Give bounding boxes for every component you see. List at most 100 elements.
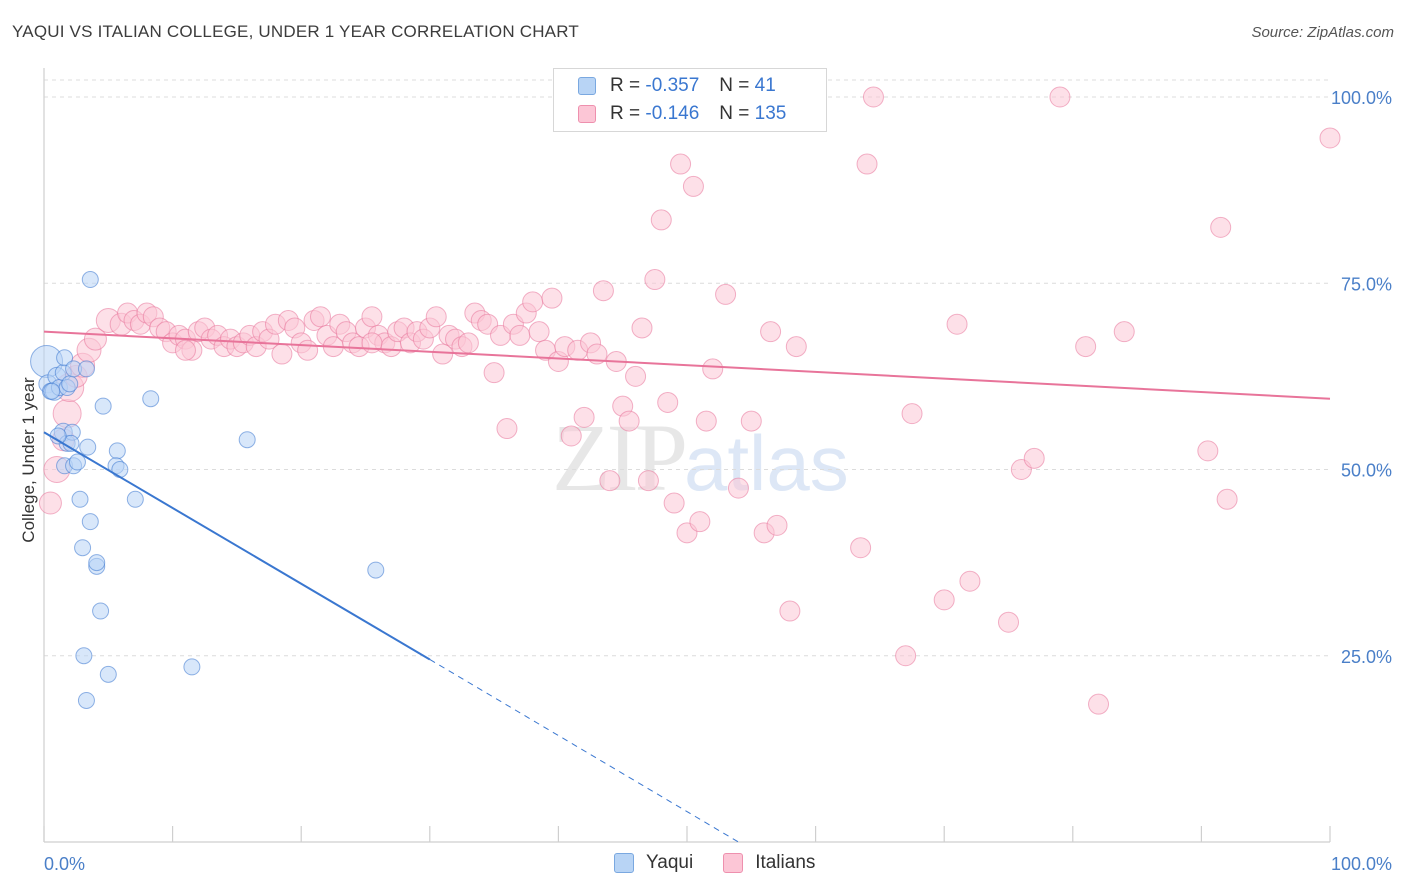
italians-point (592, 280, 614, 302)
yaqui-point (56, 349, 74, 367)
series-legend: Yaqui Italians (614, 852, 845, 874)
italians-point (1319, 127, 1341, 149)
yaqui-point (94, 397, 112, 415)
italians-point (522, 291, 544, 313)
y-tick-label: 50.0% (1341, 461, 1392, 481)
yaqui-point (238, 431, 256, 449)
italians-trend-line (43, 330, 1331, 400)
italians-r-value: -0.146 (645, 103, 700, 124)
italians-point (432, 343, 454, 365)
legend-row-yaqui: R = -0.357 N = 41 (578, 73, 776, 99)
italians-point (637, 470, 659, 492)
italians-point (702, 358, 724, 380)
yaqui-point (61, 375, 79, 393)
italians-point (38, 491, 62, 515)
italians-point (573, 406, 595, 428)
yaqui-point (71, 490, 89, 508)
italians-point (271, 343, 293, 365)
italians-point (670, 153, 692, 175)
italians-point (1075, 336, 1097, 358)
italians-point (1113, 321, 1135, 343)
italians-point (541, 287, 563, 309)
italians-point (946, 313, 968, 335)
italians-point (297, 339, 319, 361)
italians-point (657, 391, 679, 413)
italians-points (38, 86, 1341, 715)
italians-point (1210, 216, 1232, 238)
y-axis-label: College, Under 1 year (19, 377, 38, 543)
y-tick-label: 100.0% (1331, 88, 1392, 108)
yaqui-point (88, 554, 106, 572)
correlation-legend: R = -0.357 N = 41 R = -0.146 N = 135 (553, 68, 827, 132)
italians-point (650, 209, 672, 231)
italians-point (1216, 488, 1238, 510)
yaqui-point (77, 360, 95, 378)
italians-point (599, 470, 621, 492)
yaqui-point (75, 647, 93, 665)
yaqui-points (30, 271, 385, 709)
italians-point (766, 514, 788, 536)
yaqui-point (367, 561, 385, 579)
italians-point (727, 477, 749, 499)
trend-lines (43, 330, 1331, 843)
italians-point (625, 365, 647, 387)
italians-point (663, 492, 685, 514)
yaqui-legend-swatch (614, 853, 634, 873)
n-label: N = (719, 75, 750, 96)
axes (43, 68, 1331, 843)
italians-point (933, 589, 955, 611)
yaqui-r-value: -0.357 (645, 75, 700, 96)
italians-point (309, 306, 331, 328)
yaqui-point (77, 691, 95, 709)
yaqui-point (99, 665, 117, 683)
italians-point (483, 362, 505, 384)
italians-point (895, 645, 917, 667)
yaqui-point (108, 442, 126, 460)
italians-point (715, 283, 737, 305)
italians-point (560, 425, 582, 447)
italians-point (361, 306, 383, 328)
italians-point (779, 600, 801, 622)
italians-point (457, 332, 479, 354)
yaqui-point (92, 602, 110, 620)
yaqui-trend-extension (429, 659, 739, 843)
yaqui-point (43, 382, 61, 400)
italians-point (509, 324, 531, 346)
yaqui-point (68, 453, 86, 471)
n-label: N = (719, 103, 750, 124)
yaqui-point (81, 513, 99, 531)
y-tick-label: 25.0% (1341, 647, 1392, 667)
italians-legend-swatch (723, 853, 744, 873)
x-tick-label-max: 100.0% (1331, 854, 1392, 874)
italians-point (850, 537, 872, 559)
italians-n-value: 135 (754, 103, 787, 124)
legend-item-yaqui: Yaqui (614, 852, 693, 874)
italians-point (695, 410, 717, 432)
yaqui-swatch (578, 77, 596, 95)
yaqui-point (74, 539, 92, 557)
yaqui-point (81, 271, 99, 289)
yaqui-point (126, 490, 144, 508)
italians-point (52, 399, 82, 429)
italians-point (1197, 440, 1219, 462)
italians-point (586, 343, 608, 365)
italians-point (689, 511, 711, 533)
italians-point (682, 175, 704, 197)
italians-point (1023, 447, 1045, 469)
r-label: R = (610, 75, 641, 96)
legend-row-italians: R = -0.146 N = 135 (578, 101, 786, 127)
italians-point (1088, 693, 1110, 715)
italians-point (528, 321, 550, 343)
yaqui-point (79, 438, 97, 456)
italians-point (496, 418, 518, 440)
italians-point (998, 611, 1019, 633)
yaqui-point (142, 390, 160, 408)
italians-point (425, 306, 447, 328)
italians-point (959, 570, 981, 592)
italians-point (174, 339, 196, 361)
italians-point (856, 153, 878, 175)
source-credit: Source: ZipAtlas.com (1251, 24, 1394, 41)
italians-point (1049, 86, 1071, 108)
x-tick-label-min: 0.0% (44, 854, 85, 874)
yaqui-trend-line (43, 431, 431, 661)
